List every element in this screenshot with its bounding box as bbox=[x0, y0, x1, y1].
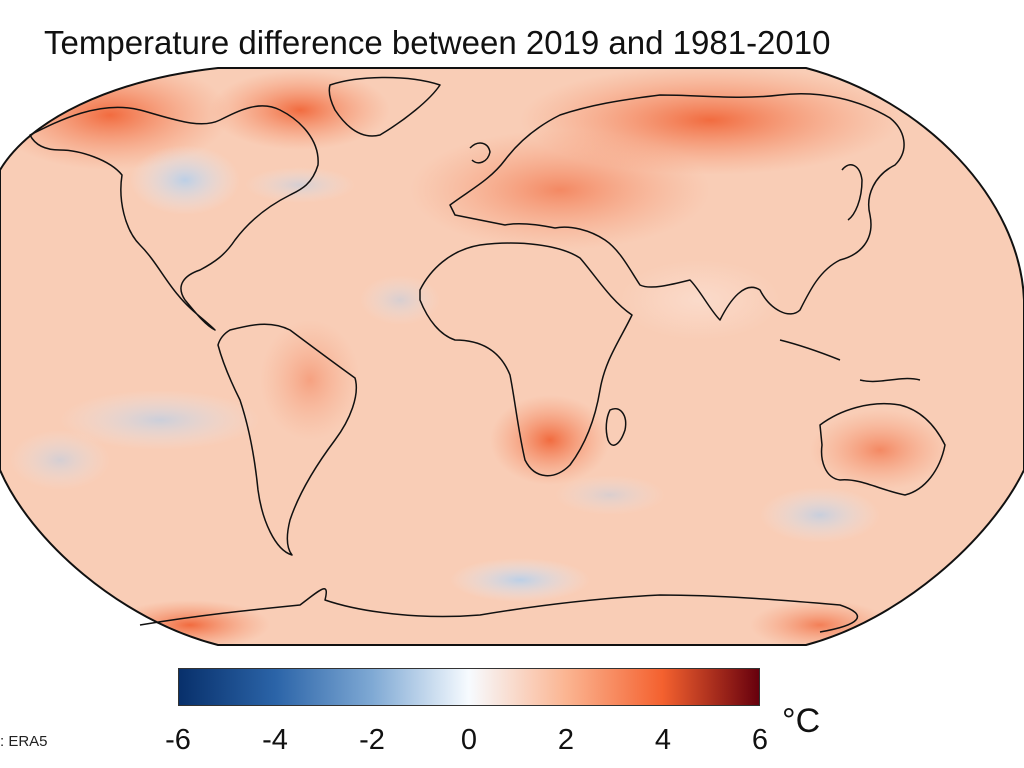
colorbar-tick-label: 2 bbox=[557, 724, 575, 756]
coast-south-america bbox=[217, 323, 357, 556]
colorbar-tick-label: 4 bbox=[654, 724, 672, 756]
anomaly-map-svg bbox=[0, 67, 1024, 646]
cool-patch-north-america bbox=[130, 145, 240, 215]
warm-patch-antarctic-east bbox=[750, 600, 890, 645]
world-map bbox=[0, 67, 1024, 646]
coast-greenland bbox=[328, 76, 441, 137]
coast-north-america bbox=[29, 105, 319, 331]
coast-indonesia bbox=[779, 339, 921, 383]
cool-patch-south-pacific bbox=[60, 390, 260, 450]
coastlines bbox=[29, 76, 946, 633]
coast-madagascar bbox=[605, 408, 627, 446]
warm-patch-australia bbox=[810, 410, 950, 490]
colorbar-tick-label: -2 bbox=[359, 724, 385, 756]
cool-patch-atlantic bbox=[360, 275, 440, 325]
cool-patch-north-atlantic bbox=[245, 167, 355, 203]
data-source: : ERA5 bbox=[0, 733, 48, 750]
cool-patch-west-pacific bbox=[10, 430, 110, 490]
colorbar-tick-label: 0 bbox=[460, 724, 478, 756]
cool-patch-indian-ocean bbox=[555, 475, 665, 515]
pale-patch-india bbox=[620, 260, 780, 340]
coast-africa bbox=[419, 242, 633, 477]
colorbar-tick-label: -6 bbox=[165, 724, 191, 756]
colorbar-tick-label: -4 bbox=[262, 724, 288, 756]
warm-patch-southern-africa bbox=[490, 395, 610, 485]
warm-patch-europe bbox=[410, 130, 710, 250]
coast-australia bbox=[819, 402, 946, 496]
anomaly-field bbox=[0, 68, 1024, 645]
coast-eurasia bbox=[449, 92, 905, 321]
map-frame bbox=[0, 67, 1024, 646]
coast-japan bbox=[841, 164, 863, 221]
coast-britain bbox=[469, 142, 491, 164]
warm-patch-brazil bbox=[260, 320, 360, 440]
warm-patch-antarctic-coast bbox=[110, 600, 270, 645]
map-title: Temperature difference between 2019 and … bbox=[44, 24, 831, 61]
colorbar-tick-label: 6 bbox=[751, 724, 769, 756]
warm-patch-arctic-canada bbox=[210, 70, 390, 150]
colorbar-unit: °C bbox=[782, 702, 821, 740]
colorbar bbox=[178, 668, 760, 706]
coast-antarctica bbox=[139, 588, 859, 633]
cool-patch-tasman bbox=[760, 487, 880, 543]
cool-patch-southern-ocean bbox=[450, 558, 590, 602]
